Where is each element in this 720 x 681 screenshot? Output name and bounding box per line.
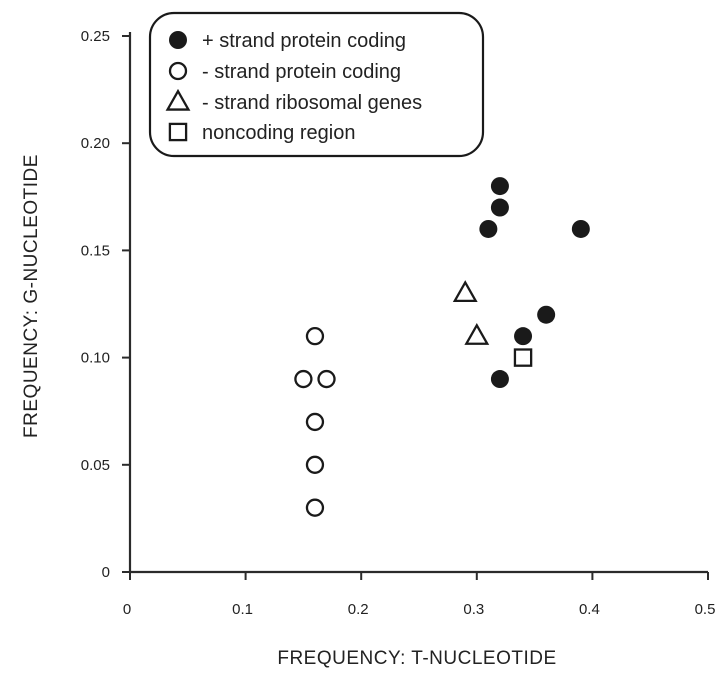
legend: + strand protein coding - strand protein …: [148, 11, 485, 158]
x-tick-label: 0.1: [232, 601, 253, 618]
data-point: [490, 177, 509, 196]
legend-marker: [165, 88, 191, 111]
series-3: [452, 280, 490, 345]
data-point: [294, 369, 313, 389]
data-point: [464, 323, 490, 345]
y-tick-label: 0.10: [81, 350, 110, 367]
legend-label: + strand protein coding: [202, 30, 406, 52]
legend-marker: [168, 61, 188, 81]
x-axis-title: FREQUENCY: T-NUCLEOTIDE: [277, 648, 556, 669]
y-tick-label: 0.15: [81, 242, 110, 259]
data-point: [479, 219, 498, 238]
data-point: [490, 198, 509, 217]
x-tick-label: 0.3: [463, 601, 484, 618]
y-tick-label: 0.25: [81, 28, 110, 45]
data-point: [452, 280, 478, 302]
legend-label: noncoding region: [202, 122, 355, 144]
y-axis-title: FREQUENCY: G-NUCLEOTIDE: [21, 154, 42, 438]
legend-marker: [168, 122, 188, 142]
legend-marker: [169, 31, 187, 49]
legend-box: [148, 11, 485, 158]
data-point: [305, 412, 325, 432]
y-tick-label: 0: [102, 564, 110, 581]
series-4: [513, 348, 533, 367]
data-point: [317, 369, 336, 389]
data-point: [514, 327, 533, 346]
x-tick-label: 0.5: [695, 601, 716, 618]
data-point: [571, 219, 590, 238]
series-1: [479, 177, 590, 389]
data-point: [490, 370, 509, 389]
x-tick-label: 0: [123, 601, 131, 618]
data-point: [513, 348, 533, 367]
x-tick-label: 0.2: [348, 601, 369, 618]
data-point: [305, 498, 325, 517]
axes: 0 0.1 0.2 0.3 0.4 0.5 0 0.05 0.10 0.15 0.20 0.25: [81, 28, 716, 618]
data-point: [305, 327, 325, 346]
legend-label: - strand ribosomal genes: [202, 92, 422, 114]
x-tick-label: 0.4: [579, 601, 600, 618]
legend-label: - strand protein coding: [202, 61, 401, 83]
y-tick-label: 0.20: [81, 135, 110, 152]
data-point: [305, 455, 325, 474]
y-tick-label: 0.05: [81, 457, 110, 474]
series-2: [294, 327, 336, 517]
data-point: [537, 305, 556, 324]
data-marks: [294, 177, 590, 517]
